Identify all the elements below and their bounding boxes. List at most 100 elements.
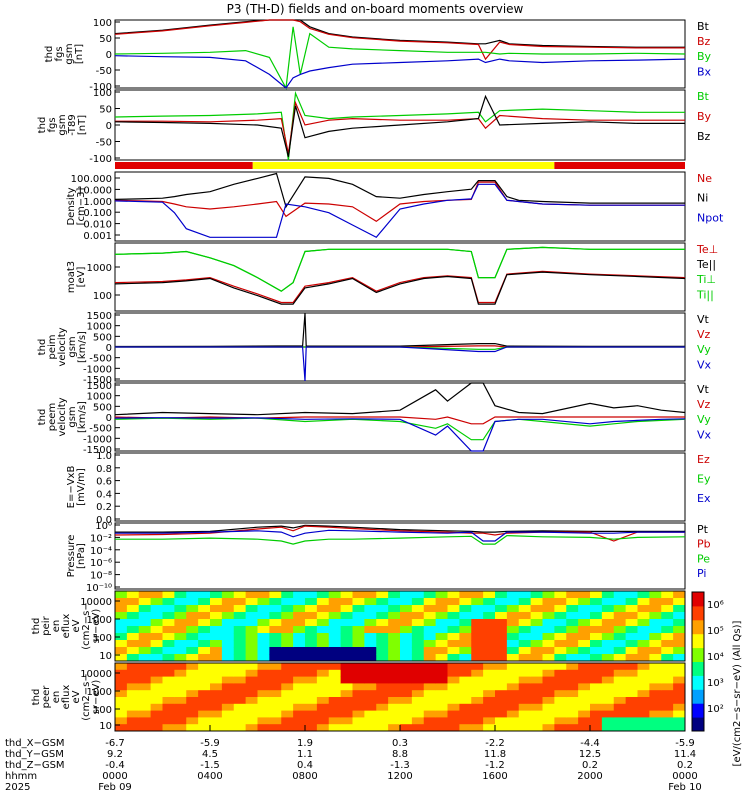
mode-bar-segment: [252, 162, 555, 169]
heatmap-cell: [459, 703, 472, 712]
heatmap-cell: [257, 669, 270, 678]
heatmap-cell: [661, 619, 674, 627]
heatmap-cell: [590, 619, 603, 627]
heatmap-cell: [352, 640, 365, 648]
heatmap-cell: [328, 676, 342, 684]
heatmap-cell: [150, 654, 163, 662]
heatmap-cell: [637, 640, 650, 648]
heatmap-cell: [506, 612, 520, 620]
heatmap-cell: [411, 605, 425, 613]
heatmap-cell: [281, 717, 294, 725]
heatmap-cell: [423, 640, 437, 648]
heatmap-cell: [625, 598, 638, 606]
heatmap-cell: [328, 605, 342, 613]
y-axis-label: gsm: [67, 336, 78, 357]
heatmap-cell: [150, 619, 163, 627]
y-axis-label: Density: [66, 187, 77, 225]
heatmap-cell: [198, 690, 211, 698]
heatmap-cell: [495, 626, 508, 634]
heatmap-cell: [305, 591, 318, 599]
heatmap-cell: [257, 619, 270, 627]
heatmap-cell: [673, 690, 686, 698]
heatmap-cell: [198, 612, 211, 620]
y-axis-label: thd: [31, 689, 42, 706]
legend-entry: Vt: [697, 313, 710, 326]
heatmap-cell: [649, 598, 662, 606]
heatmap-cell: [590, 697, 603, 705]
y-tick-label: -50: [96, 138, 112, 149]
heatmap-cell: [566, 717, 579, 725]
heatmap-cell: [542, 676, 555, 684]
heatmap-cell: [352, 724, 365, 732]
heatmap-cell: [566, 605, 579, 613]
heatmap-cell: [210, 605, 223, 613]
heatmap-cell: [364, 633, 377, 641]
legend-entry: Vx: [697, 428, 712, 441]
heatmap-cell: [210, 647, 223, 655]
heatmap-cell: [483, 626, 496, 634]
heatmap-cell: [435, 605, 448, 613]
heatmap-cell: [150, 605, 163, 613]
heatmap-cell: [115, 619, 128, 627]
heatmap-cell: [423, 717, 437, 725]
heatmap-cell: [257, 605, 270, 613]
heatmap-cell: [447, 703, 460, 712]
heatmap-cell: [352, 710, 365, 718]
heatmap-cell: [625, 591, 638, 599]
heatmap-cell: [673, 683, 686, 691]
y-tick-label: -1000: [83, 434, 112, 445]
heatmap-cell: [673, 663, 686, 671]
heatmap-cell: [245, 669, 258, 678]
heatmap-cell: [566, 626, 579, 634]
heatmap-cell: [447, 710, 460, 718]
heatmap-cell: [126, 591, 140, 599]
legend-entry: Ti||: [696, 288, 714, 301]
heatmap-cell: [423, 724, 437, 732]
heatmap-cell: [174, 669, 187, 678]
heatmap-cell: [352, 703, 365, 712]
heatmap-cell: [578, 717, 591, 725]
heatmap-cell: [150, 647, 163, 655]
heatmap-cell: [625, 683, 638, 691]
heatmap-cell: [506, 683, 520, 691]
heatmap-cell: [376, 690, 389, 698]
heatmap-cell: [305, 605, 318, 613]
heatmap-cell: [281, 654, 294, 662]
y-axis-label: thd: [37, 117, 48, 134]
heatmap-cell: [578, 710, 591, 718]
y-tick-label: 100.000: [71, 174, 112, 185]
heatmap-cell: [245, 640, 258, 648]
heatmap-cell: [388, 612, 401, 620]
heatmap-cell: [174, 640, 187, 648]
heatmap-cell: [542, 591, 555, 599]
heatmap-cell: [590, 676, 603, 684]
heatmap-cell: [221, 717, 235, 725]
heatmap-cell: [423, 676, 437, 684]
heatmap-cell: [566, 591, 579, 599]
heatmap-cell: [281, 633, 294, 641]
heatmap-cell: [388, 633, 401, 641]
legend-entry: Ne: [697, 172, 712, 185]
heatmap-cell: [649, 690, 662, 698]
heatmap-cell: [483, 710, 496, 718]
heatmap-cell: [269, 640, 282, 648]
heatmap-cell: [566, 697, 579, 705]
heatmap-cell: [637, 690, 650, 698]
heatmap-cell: [150, 633, 163, 641]
heatmap-cell: [554, 703, 567, 712]
heatmap-cell: [411, 690, 425, 698]
heatmap-cell: [649, 669, 662, 678]
heatmap-cell: [281, 640, 294, 648]
heatmap-cell: [423, 591, 437, 599]
heatmap-cell: [649, 663, 662, 671]
y-tick-label: 10⁻²: [90, 533, 112, 544]
y-tick-label: 10: [99, 651, 112, 662]
heatmap-cell: [162, 619, 175, 627]
heatmap-cell: [435, 710, 448, 718]
heatmap-cell: [649, 619, 662, 627]
heatmap-cell: [566, 724, 579, 732]
heatmap-cell: [661, 640, 674, 648]
heatmap-cell: [198, 676, 211, 684]
heatmap-cell: [483, 690, 496, 698]
